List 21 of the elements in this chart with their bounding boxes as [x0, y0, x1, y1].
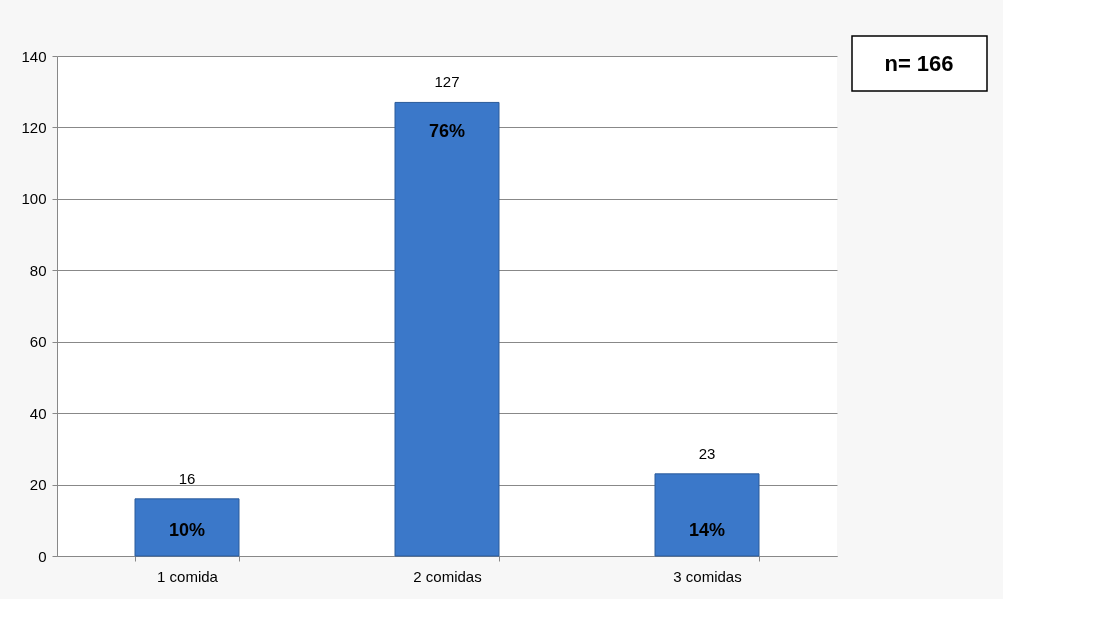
annotation: 76% — [428, 121, 466, 142]
y-tick-label: 80 — [29, 261, 47, 279]
y-tick-label: 140 — [21, 47, 47, 65]
x-tick-label: 3 comidas — [673, 567, 742, 585]
bar — [394, 101, 500, 557]
data-label: 127 — [434, 73, 460, 91]
y-tick-label: 100 — [21, 190, 47, 208]
data-label: 16 — [178, 469, 196, 487]
annotation: 14% — [688, 520, 726, 540]
text: n= 166 — [884, 51, 954, 76]
y-tick-label: 20 — [29, 476, 47, 494]
y-tick-label: 120 — [21, 118, 47, 136]
annotation: 10% — [168, 520, 206, 540]
y-tick-label: 60 — [29, 333, 47, 351]
x-tick-label: 1 comida — [157, 567, 219, 585]
data-label: 23 — [698, 444, 716, 462]
y-tick-label: 0 — [38, 547, 47, 565]
x-tick-label: 2 comidas — [413, 567, 482, 585]
y-tick-label: 40 — [29, 404, 47, 422]
bar — [134, 498, 240, 557]
bar — [654, 473, 760, 557]
